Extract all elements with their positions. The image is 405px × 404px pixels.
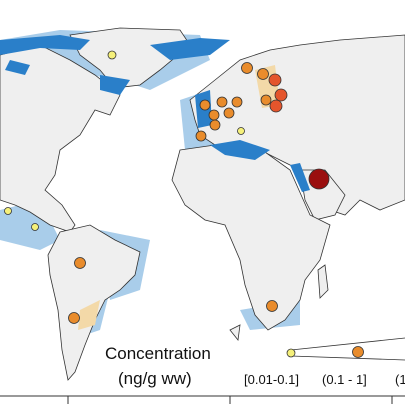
site [241,62,253,74]
site [209,119,221,131]
site [216,96,228,108]
site [268,73,282,87]
site [74,257,86,269]
site [208,109,220,121]
site [260,94,272,106]
site [269,99,283,113]
site [257,68,269,80]
site [223,107,235,119]
legend-unit: (ng/g ww) [118,369,192,388]
site [4,207,12,215]
legend-class: [0.01-0.1] [244,372,299,387]
site [274,88,288,102]
legend-title: Concentration [105,344,211,363]
legend: Concentration (ng/g ww) [0.01-0.1] (0.1 … [105,337,405,388]
site [199,99,211,111]
site [308,168,330,190]
frame [0,395,405,404]
site [107,50,117,60]
site [266,300,278,312]
site [68,312,80,324]
site [195,130,207,142]
legend-class: (0.1 - 1] [322,372,367,387]
site [237,127,245,135]
legend-class: (1 [395,372,405,387]
site [231,96,243,108]
site [31,223,39,231]
land [0,27,405,381]
sites [4,50,330,324]
